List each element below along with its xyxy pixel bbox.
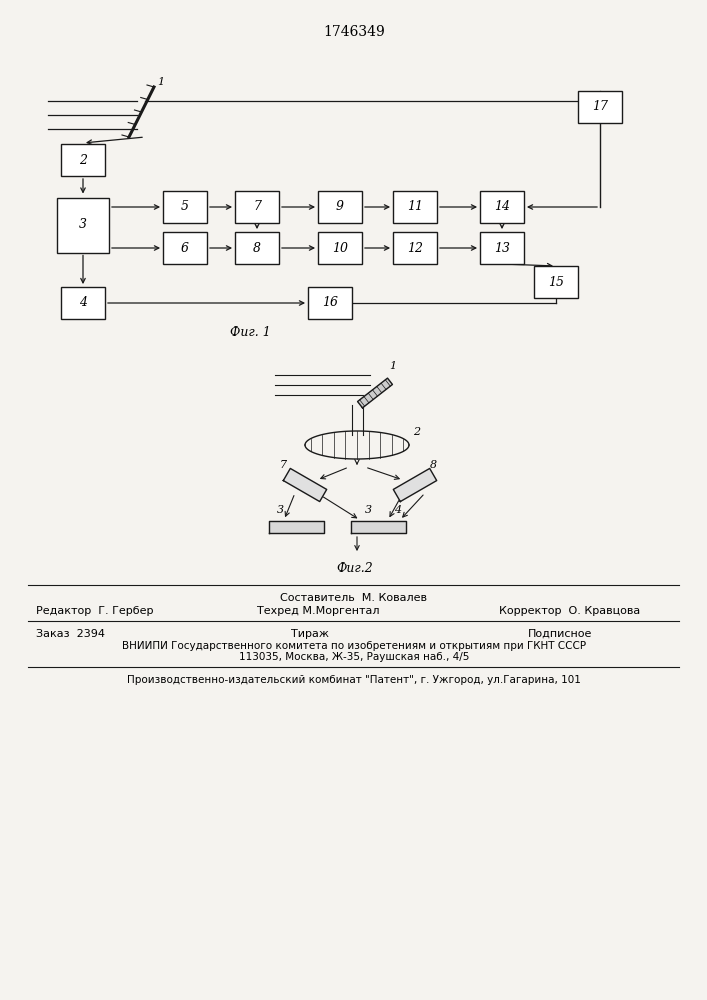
Text: Техред М.Моргентал: Техред М.Моргентал: [257, 606, 379, 616]
Text: 7: 7: [253, 200, 261, 214]
Bar: [235, 232, 279, 264]
Polygon shape: [269, 521, 324, 533]
Text: 3: 3: [364, 505, 372, 515]
Polygon shape: [393, 468, 437, 502]
Text: 12: 12: [407, 241, 423, 254]
Text: 8: 8: [253, 241, 261, 254]
Text: 2: 2: [413, 427, 420, 437]
Text: Фиг. 1: Фиг. 1: [230, 326, 270, 338]
Text: Производственно-издательский комбинат "Патент", г. Ужгород, ул.Гагарина, 101: Производственно-издательский комбинат "П…: [127, 675, 581, 685]
Text: 1746349: 1746349: [323, 25, 385, 39]
Text: 14: 14: [494, 200, 510, 214]
Text: 7: 7: [279, 460, 286, 470]
Text: 15: 15: [548, 275, 564, 288]
Text: 10: 10: [332, 241, 348, 254]
Text: Тираж: Тираж: [291, 629, 329, 639]
Text: 9: 9: [336, 200, 344, 214]
Bar: [61, 144, 105, 176]
Text: 17: 17: [592, 101, 608, 113]
Text: Редактор  Г. Гербер: Редактор Г. Гербер: [36, 606, 153, 616]
Text: 6: 6: [181, 241, 189, 254]
Bar: [393, 191, 437, 223]
Bar: [480, 191, 524, 223]
Bar: [57, 198, 109, 252]
Text: 11: 11: [407, 200, 423, 214]
Text: 3: 3: [276, 505, 284, 515]
Bar: [578, 91, 622, 123]
Text: 1: 1: [157, 77, 164, 87]
Bar: [308, 287, 352, 319]
Text: Фиг.2: Фиг.2: [337, 562, 373, 574]
Text: Составитель  М. Ковалев: Составитель М. Ковалев: [281, 593, 428, 603]
Bar: [534, 266, 578, 298]
Text: 4: 4: [395, 505, 402, 515]
Text: 4: 4: [79, 296, 87, 310]
Text: 2: 2: [79, 153, 87, 166]
Text: ВНИИПИ Государственного комитета по изобретениям и открытиям при ГКНТ СССР: ВНИИПИ Государственного комитета по изоб…: [122, 641, 586, 651]
Bar: [61, 287, 105, 319]
Text: Корректор  О. Кравцова: Корректор О. Кравцова: [499, 606, 641, 616]
Polygon shape: [284, 468, 327, 502]
Bar: [480, 232, 524, 264]
Text: 113035, Москва, Ж-35, Раушская наб., 4/5: 113035, Москва, Ж-35, Раушская наб., 4/5: [239, 652, 469, 662]
Text: 1: 1: [389, 361, 396, 371]
Text: 8: 8: [430, 460, 437, 470]
Bar: [163, 191, 207, 223]
Bar: [393, 232, 437, 264]
Bar: [318, 232, 362, 264]
Bar: [163, 232, 207, 264]
Polygon shape: [351, 521, 406, 533]
Text: 5: 5: [181, 200, 189, 214]
Bar: [318, 191, 362, 223]
Text: Заказ  2394: Заказ 2394: [35, 629, 105, 639]
Text: 13: 13: [494, 241, 510, 254]
Text: 3: 3: [79, 219, 87, 232]
Text: Подписное: Подписное: [528, 629, 592, 639]
Text: 16: 16: [322, 296, 338, 310]
Polygon shape: [358, 378, 392, 408]
Bar: [235, 191, 279, 223]
